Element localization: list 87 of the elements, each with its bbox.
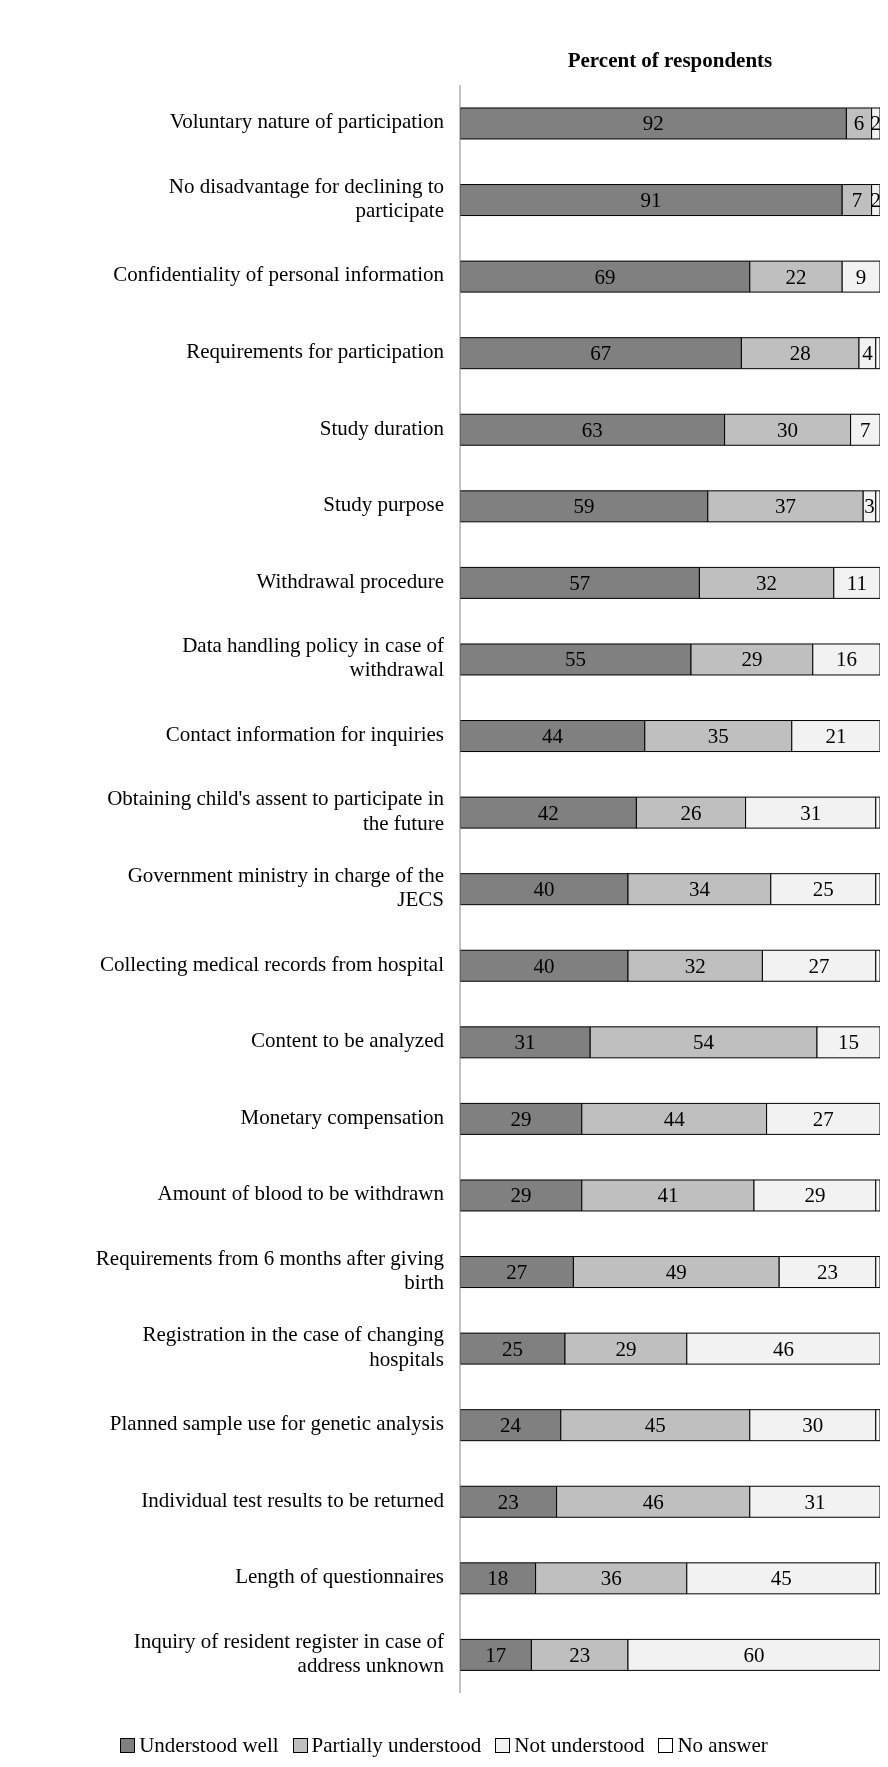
y-tick-label: Requirements for participation <box>186 338 445 363</box>
y-tick-label: No disadvantage for declining to participate <box>168 173 444 222</box>
data-label: 55 <box>565 647 586 672</box>
data-label: 54 <box>693 1030 715 1055</box>
y-tick-label: Study purpose <box>323 491 444 516</box>
data-label: 3 <box>864 494 875 519</box>
data-label: 29 <box>804 1183 826 1208</box>
data-label: 63 <box>581 417 603 442</box>
data-label: 29 <box>510 1183 532 1208</box>
y-tick-label: Content to be analyzed <box>250 1027 445 1052</box>
legend-label: No answer <box>677 1733 768 1758</box>
y-tick-label: Individual test results to be returned <box>141 1487 445 1512</box>
data-label: 30 <box>777 417 799 442</box>
data-label: 46 <box>642 1489 664 1514</box>
data-label: 31 <box>514 1030 536 1055</box>
data-label: 45 <box>644 1413 666 1438</box>
data-label: 27 <box>506 1260 528 1285</box>
data-label: 17 <box>485 1642 507 1667</box>
data-label: 27 <box>808 953 830 978</box>
data-label: 29 <box>510 1106 532 1131</box>
data-label: 69 <box>594 264 616 289</box>
data-label: 11 <box>846 570 868 595</box>
data-label: 57 <box>569 570 591 595</box>
legend-label: Not understood <box>514 1733 645 1758</box>
data-label: 49 <box>665 1260 687 1285</box>
data-label: 41 <box>657 1183 679 1208</box>
y-tick-label: Requirements from 6 months after giving birth <box>95 1245 445 1294</box>
data-label: 36 <box>600 1566 622 1591</box>
data-label: 24 <box>499 1413 522 1438</box>
y-tick-label: Confidentiality of personal information <box>113 262 445 287</box>
data-label: 25 <box>502 1336 523 1361</box>
y-tick-label: Withdrawal procedure <box>256 568 444 593</box>
data-label: 21 <box>825 724 847 749</box>
data-label: 29 <box>615 1336 637 1361</box>
data-label: 32 <box>756 570 778 595</box>
data-label: 37 <box>775 494 796 519</box>
data-label: 23 <box>569 1642 591 1667</box>
data-label: 31 <box>804 1489 826 1514</box>
y-tick-label: Length of questionnaires <box>235 1563 444 1588</box>
y-tick-label: Government ministry in charge of the JECS <box>127 862 444 911</box>
data-label: 34 <box>688 877 711 902</box>
y-tick-label: Registration in the case of changing hospitals <box>142 1322 445 1371</box>
data-label: 44 <box>541 724 564 749</box>
data-label: 35 <box>707 724 729 749</box>
data-label: 31 <box>800 800 822 825</box>
data-label: 18 <box>487 1566 509 1591</box>
y-tick-label: Obtaining child's assent to participate in the future <box>107 786 445 835</box>
chart-title: Percent of respondents <box>566 47 774 74</box>
data-label: 40 <box>533 877 555 902</box>
data-label: 27 <box>812 1106 834 1131</box>
data-label: 45 <box>770 1566 792 1591</box>
y-tick-label: Collecting medical records from hospital <box>99 951 445 976</box>
data-label: 6 <box>853 111 865 136</box>
y-tick-label: Contact information for inquiries <box>165 721 444 746</box>
data-label: 28 <box>789 341 811 366</box>
data-label: 91 <box>640 188 662 213</box>
data-label: 23 <box>497 1489 519 1514</box>
data-label: 44 <box>663 1106 686 1131</box>
data-label: 46 <box>772 1336 794 1361</box>
y-tick-label: Planned sample use for genetic analysis <box>109 1410 444 1435</box>
y-tick-label: Monetary compensation <box>240 1104 445 1129</box>
y-tick-label: Inquiry of resident register in case of address unknown <box>133 1628 445 1677</box>
data-label: 59 <box>573 494 595 519</box>
data-label: 16 <box>835 647 857 672</box>
y-tick-label: Voluntary nature of participation <box>169 109 445 134</box>
data-label: 15 <box>838 1030 859 1055</box>
data-label: 7 <box>860 417 871 442</box>
data-label: 60 <box>743 1642 765 1667</box>
data-label: 29 <box>741 647 763 672</box>
data-label: 92 <box>642 111 664 136</box>
data-label: 23 <box>817 1260 838 1285</box>
y-tick-label: Amount of blood to be withdrawn <box>157 1181 445 1206</box>
legend-label: Understood well <box>139 1733 279 1758</box>
y-tick-label: Study duration <box>319 415 445 440</box>
legend-label: Partially understood <box>311 1733 482 1758</box>
data-label: 26 <box>680 800 702 825</box>
data-label: 7 <box>851 188 863 213</box>
data-label: 4 <box>862 341 874 366</box>
data-label: 32 <box>684 953 706 978</box>
data-label: 30 <box>802 1413 824 1438</box>
data-label: 25 <box>812 877 834 902</box>
data-label: 42 <box>537 800 559 825</box>
data-label: 22 <box>785 264 807 289</box>
data-label: 40 <box>533 953 555 978</box>
y-tick-label: Data handling policy in case of withdrawal <box>182 633 445 682</box>
data-label: 67 <box>590 341 612 366</box>
data-label: 9 <box>855 264 867 289</box>
